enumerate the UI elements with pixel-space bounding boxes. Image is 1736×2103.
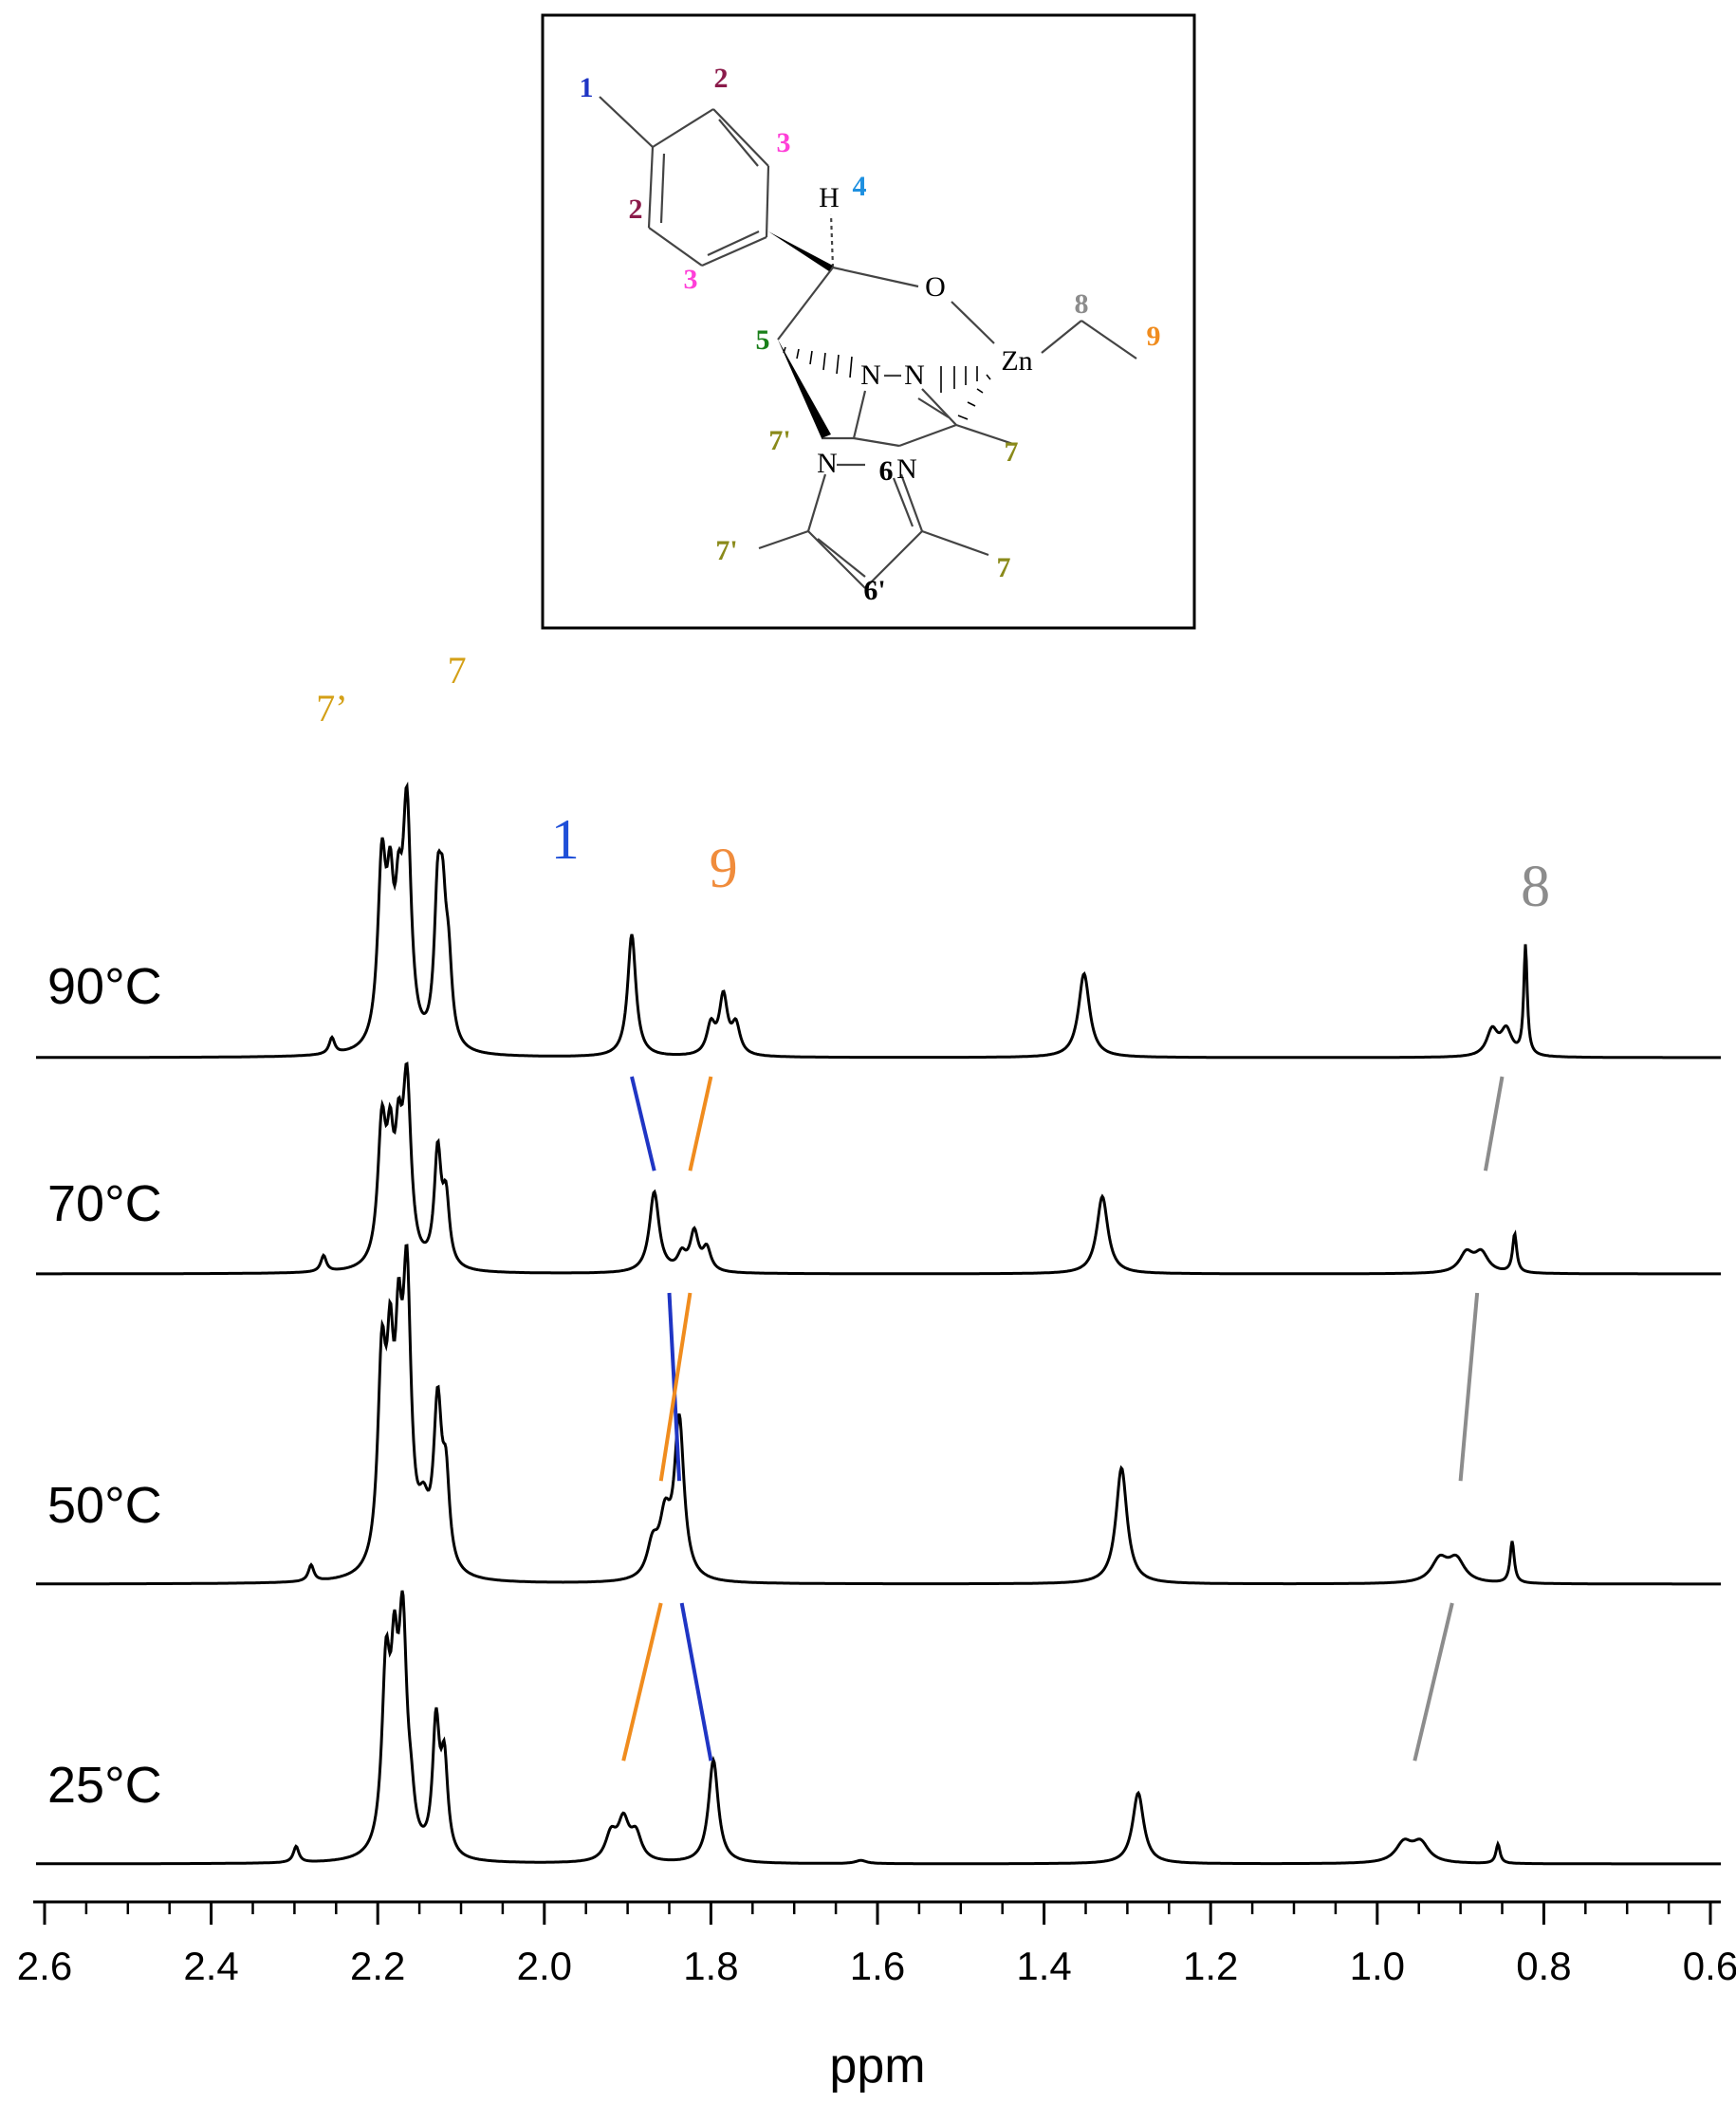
- x-axis-title: ppm: [829, 2038, 925, 2094]
- atom-O: O: [925, 271, 946, 303]
- molecule-panel: H O N N Zn N N 1 2 2 3 3 4 5 6 6' 7 7 7'…: [541, 13, 1196, 630]
- shift-lines: [621, 1076, 1505, 1762]
- shift-line-1: [679, 1602, 713, 1762]
- spectrum-trace: [36, 1061, 1721, 1276]
- position-label-7: 7: [1005, 436, 1019, 468]
- position-label-7: 7: [997, 552, 1011, 583]
- atom-N: N: [860, 360, 881, 391]
- wedge-bond: [768, 231, 833, 271]
- peak-label-7: 7: [448, 649, 467, 692]
- position-label-2: 2: [629, 194, 643, 225]
- shift-line-8: [1413, 1602, 1454, 1762]
- temperature-label: 25°C: [47, 1757, 162, 1814]
- shift-line-8: [1458, 1292, 1480, 1482]
- peak-label-8: 8: [1521, 855, 1550, 919]
- x-axis: 2.6 2.4 2.2 2.0 1.8 1.6 1.4 1.2 1.0 0.8 0.6 ppm: [17, 1900, 1736, 2094]
- atom-Zn: Zn: [1001, 345, 1032, 377]
- molecule-frame: [541, 13, 1196, 630]
- spectrum-trace: [36, 1244, 1721, 1586]
- x-tick-label: 2.0: [517, 1944, 572, 1988]
- position-label-6-prime: 6': [863, 575, 885, 606]
- shift-line-9: [621, 1602, 663, 1762]
- shift-line-9: [658, 1292, 693, 1482]
- temperature-label: 70°C: [47, 1175, 162, 1232]
- position-label-7-prime: 7': [715, 535, 737, 566]
- shift-line-1: [630, 1076, 656, 1171]
- atom-H: H: [819, 182, 840, 213]
- position-label-7-prime: 7': [768, 425, 790, 456]
- spectra-area: [36, 781, 1721, 1866]
- spectrum-trace: [36, 1590, 1721, 1866]
- x-tick-label: 1.6: [850, 1944, 905, 1988]
- position-label-9: 9: [1147, 321, 1161, 352]
- x-tick-label: 2.4: [183, 1944, 238, 1988]
- position-label-6: 6: [879, 455, 894, 487]
- position-labels: 1 2 2 3 3 4 5 6 6' 7 7 7' 7' 8 9: [580, 63, 1161, 606]
- position-label-1: 1: [580, 72, 594, 103]
- atom-N: N: [904, 360, 925, 391]
- wedge-bond: [778, 340, 831, 438]
- temperature-labels: 90°C 70°C 50°C 25°C: [47, 958, 162, 1814]
- temperature-label: 50°C: [47, 1477, 162, 1534]
- shift-line-9: [688, 1076, 713, 1171]
- position-label-3: 3: [684, 264, 698, 295]
- position-label-8: 8: [1075, 288, 1089, 320]
- x-tick-label: 1.2: [1183, 1944, 1238, 1988]
- peak-label-1: 1: [551, 808, 580, 871]
- position-label-3: 3: [777, 127, 791, 158]
- temperature-label: 90°C: [47, 958, 162, 1015]
- position-label-4: 4: [853, 171, 867, 202]
- molecule-bonds: [599, 96, 1137, 589]
- x-tick-label: 1.4: [1016, 1944, 1071, 1988]
- position-label-2: 2: [714, 63, 729, 94]
- x-tick-label: 0.8: [1516, 1944, 1571, 1988]
- x-tick-label: 1.8: [683, 1944, 738, 1988]
- x-tick-label: 1.0: [1350, 1944, 1405, 1988]
- peak-label-9: 9: [710, 837, 738, 899]
- x-tick-label: 2.6: [17, 1944, 72, 1988]
- atom-N: N: [817, 448, 838, 479]
- shift-line-8: [1483, 1076, 1505, 1171]
- atom-symbols: H O N N Zn N N: [817, 182, 1033, 485]
- hash-bonds: [783, 346, 991, 420]
- peak-labels: 7’ 7 1 9 8: [316, 649, 1550, 919]
- peak-label-7-prime: 7’: [316, 687, 347, 729]
- position-label-5: 5: [756, 324, 770, 356]
- atom-N: N: [896, 453, 917, 485]
- x-tick-label: 0.6: [1683, 1944, 1736, 1988]
- spectrum-trace: [36, 781, 1721, 1060]
- x-tick-label: 2.2: [350, 1944, 405, 1988]
